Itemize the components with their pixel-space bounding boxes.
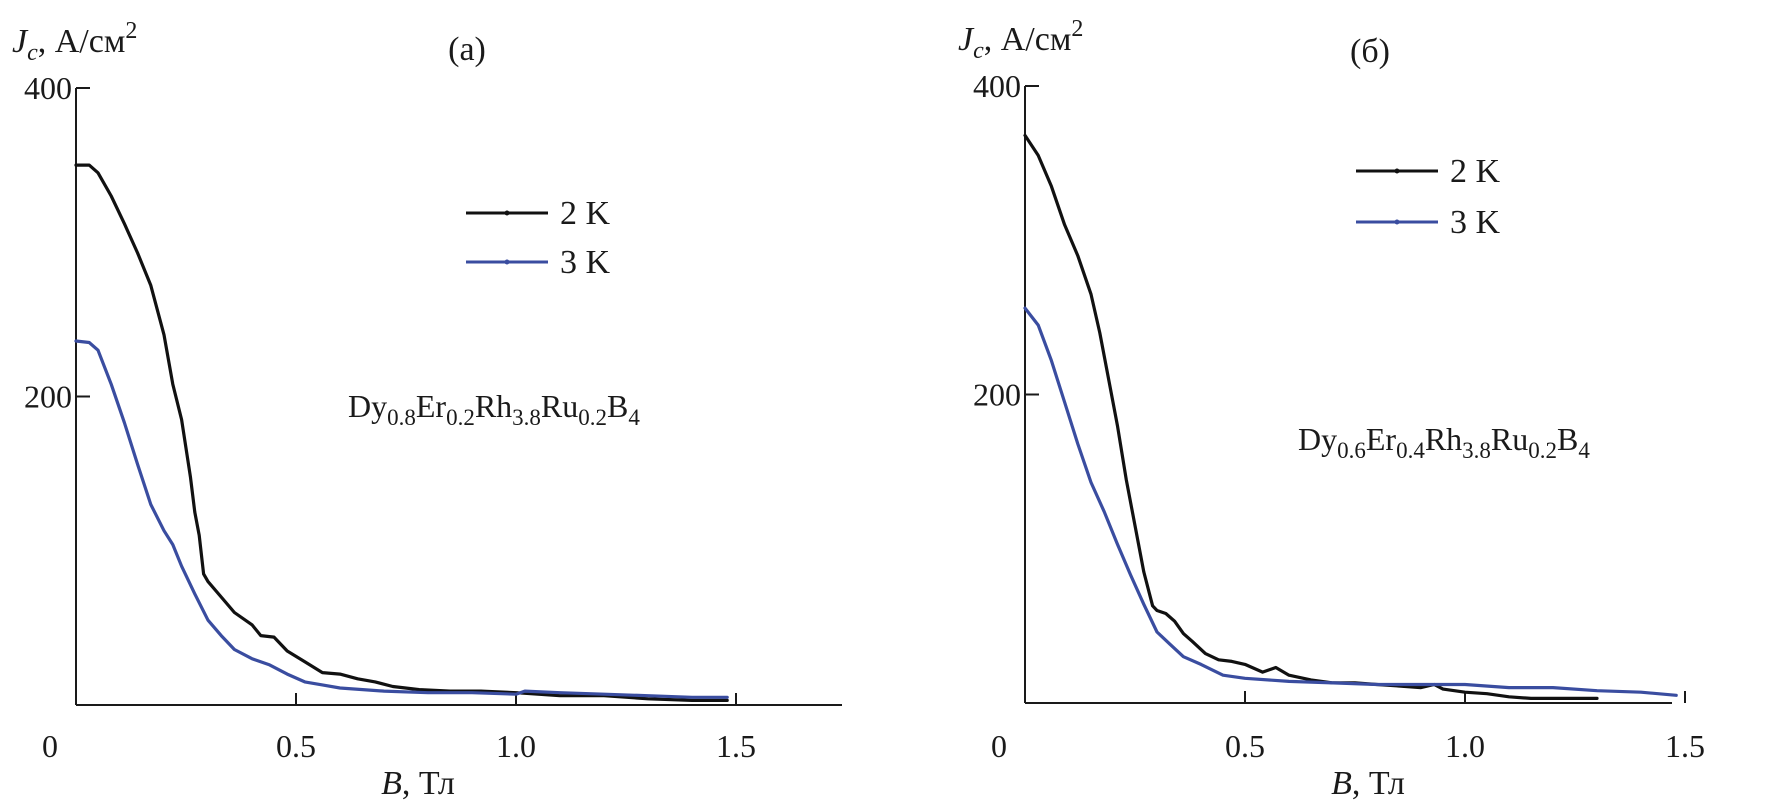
panel-label: (а)	[448, 31, 486, 68]
x-tick-label: 0	[991, 728, 1007, 764]
x-axis-title: B, Тл	[381, 765, 455, 802]
x-tick-label: 1.5	[716, 728, 756, 764]
y-axis-title: Jc, А/см2	[958, 16, 1083, 64]
chart-panel-a: 200 400 0 0.5 1.0 1.5 Jc, А/см2 B, Тл (а) Dy0.8Er…	[12, 18, 842, 802]
compound-formula-label: Dy0.8Er0.2Rh3.8Ru0.2B4	[348, 388, 640, 430]
x-tick-label: 0.5	[276, 728, 316, 764]
series-line-3k	[1023, 306, 1678, 697]
series-line-3k	[74, 339, 729, 699]
legend-marker-2k	[504, 210, 510, 216]
x-tick-label: 1.5	[1665, 728, 1705, 764]
x-tick-label: 1.0	[496, 728, 536, 764]
legend-label-3k: 3 K	[1450, 204, 1501, 241]
legend-label-2k: 2 K	[1450, 153, 1501, 190]
x-tick-label: 1.0	[1445, 728, 1485, 764]
y-tick-label: 200	[24, 379, 72, 415]
y-tick-label: 200	[973, 377, 1021, 413]
x-tick-label: 0.5	[1225, 728, 1265, 764]
panel-label: (б)	[1350, 33, 1390, 70]
y-tick-label: 400	[973, 68, 1021, 104]
series-line-2k	[74, 163, 729, 702]
legend-label-3k: 3 K	[560, 244, 611, 281]
x-axis-title: B, Тл	[1331, 765, 1405, 802]
x-tick-label: 0	[42, 728, 58, 764]
legend-label-2k: 2 K	[560, 195, 611, 232]
y-axis-title: Jc, А/см2	[12, 18, 137, 66]
legend-marker-3k	[504, 259, 510, 265]
chart-panel-b: 200 400 0 0.5 1.0 1.5 Jc, А/см2 B, Тл (б) Dy0.6Er…	[958, 16, 1705, 802]
legend-marker-3k	[1394, 219, 1400, 225]
legend-marker-2k	[1394, 168, 1400, 174]
series-line-2k	[1023, 133, 1599, 700]
compound-formula-label: Dy0.6Er0.4Rh3.8Ru0.2B4	[1298, 421, 1590, 463]
y-tick-label: 400	[24, 70, 72, 106]
